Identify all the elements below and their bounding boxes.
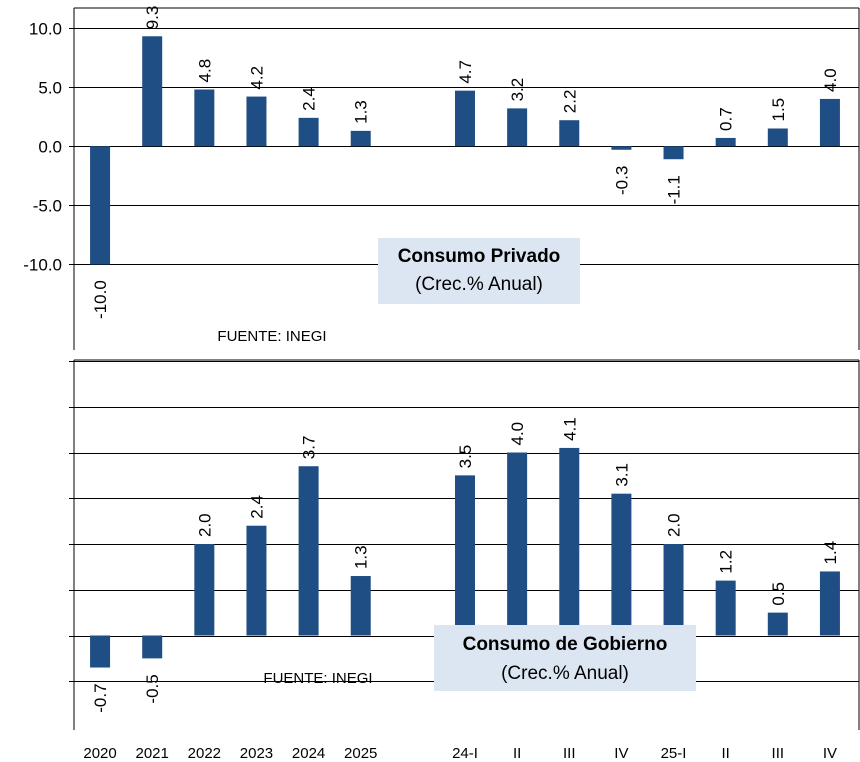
value-label: 1.3 xyxy=(352,100,371,124)
value-label: -1.1 xyxy=(665,175,684,204)
bar xyxy=(663,146,684,160)
value-label: -10.0 xyxy=(91,280,110,319)
bar xyxy=(507,108,528,147)
value-label: 3.2 xyxy=(508,78,527,102)
bar xyxy=(90,146,111,265)
bar xyxy=(559,120,580,147)
x-tick-label: III xyxy=(563,745,576,762)
chart-subtitle: (Crec.% Anual) xyxy=(415,274,543,295)
bar xyxy=(246,525,267,636)
bar xyxy=(611,493,632,636)
bar xyxy=(194,544,215,636)
title-box xyxy=(434,625,696,691)
bar xyxy=(350,576,371,636)
x-tick-label: IV xyxy=(614,745,628,762)
value-label: 4.2 xyxy=(247,66,266,90)
x-tick-label: 25-I xyxy=(661,745,687,762)
x-tick-label: 24-I xyxy=(452,745,478,762)
value-label: 2.4 xyxy=(247,495,266,519)
value-label: 0.5 xyxy=(769,582,788,606)
value-label: 2.0 xyxy=(195,513,214,537)
value-label: 2.0 xyxy=(665,513,684,537)
value-label: 2.2 xyxy=(560,90,579,114)
bar xyxy=(350,130,371,147)
x-tick-label: 2024 xyxy=(292,745,325,762)
chart-title: Consumo Privado xyxy=(398,246,561,267)
value-label: 4.7 xyxy=(456,60,475,84)
bar xyxy=(298,466,319,636)
chart-consumo-gobierno: -0.7 -0.5 2.0 2.4 3.7 1.3 3.5 4.0 4.1 3.1 2.0 1.2 0.… xyxy=(69,359,860,730)
value-label: 1.4 xyxy=(821,541,840,565)
value-label: 3.5 xyxy=(456,445,475,469)
source-label: FUENTE: INEGI xyxy=(263,670,372,687)
bar xyxy=(455,475,475,636)
x-tick-label: 2025 xyxy=(344,745,377,762)
x-tick-label: II xyxy=(513,745,521,762)
x-tick-label: 2021 xyxy=(136,745,169,762)
y-tick-label: -10.0 xyxy=(23,256,62,275)
bar xyxy=(559,447,580,636)
value-label: 4.0 xyxy=(508,422,527,446)
bar xyxy=(715,137,736,147)
value-label: -0.7 xyxy=(91,683,110,712)
bar xyxy=(298,117,319,147)
title-box xyxy=(378,238,580,304)
value-label: 9.3 xyxy=(143,6,162,30)
bar xyxy=(142,635,163,659)
bar xyxy=(507,452,528,636)
x-tick-label: 2022 xyxy=(188,745,221,762)
bar xyxy=(767,612,788,636)
value-label: 4.0 xyxy=(821,68,840,92)
x-tick-label: 2020 xyxy=(83,745,116,762)
value-label: 1.5 xyxy=(769,98,788,122)
bar xyxy=(90,635,111,668)
bar xyxy=(142,36,163,147)
chart-subtitle: (Crec.% Anual) xyxy=(501,663,629,684)
x-tick-label: III xyxy=(772,745,785,762)
shared-x-axis: 2020 2021 2022 2023 2024 2025 24-I II III IV 25-I I… xyxy=(83,745,837,762)
bar xyxy=(715,580,736,636)
y-tick-label: 10.0 xyxy=(29,20,62,39)
bar xyxy=(819,571,840,636)
value-label: -0.3 xyxy=(612,166,631,195)
bar xyxy=(455,90,475,147)
bar xyxy=(663,544,684,636)
chart-title: Consumo de Gobierno xyxy=(463,634,668,655)
bar xyxy=(611,146,632,150)
value-label: 2.4 xyxy=(300,87,319,111)
bar xyxy=(767,128,788,147)
bar xyxy=(819,98,840,147)
y-tick-label: 0.0 xyxy=(38,138,62,157)
value-label: 3.7 xyxy=(300,436,319,460)
value-label: 1.2 xyxy=(717,550,736,574)
value-label: 4.1 xyxy=(560,417,579,441)
value-label: 0.7 xyxy=(717,107,736,131)
bar xyxy=(194,89,215,147)
bar xyxy=(246,96,267,147)
x-tick-label: II xyxy=(721,745,729,762)
y-tick-label: -5.0 xyxy=(33,197,62,216)
x-tick-label: IV xyxy=(823,745,837,762)
value-label: -0.5 xyxy=(143,674,162,703)
source-label: FUENTE: INEGI xyxy=(217,328,326,345)
chart-consumo-privado: 10.0 5.0 0.0 -5.0 -10.0 -10.0 9.3 4.8 4.2 2.4 1.3 4… xyxy=(23,6,860,350)
x-tick-label: 2023 xyxy=(240,745,273,762)
y-tick-label: 5.0 xyxy=(38,79,62,98)
value-label: 3.1 xyxy=(612,463,631,487)
value-label: 4.8 xyxy=(195,59,214,83)
value-label: 1.3 xyxy=(352,545,371,569)
